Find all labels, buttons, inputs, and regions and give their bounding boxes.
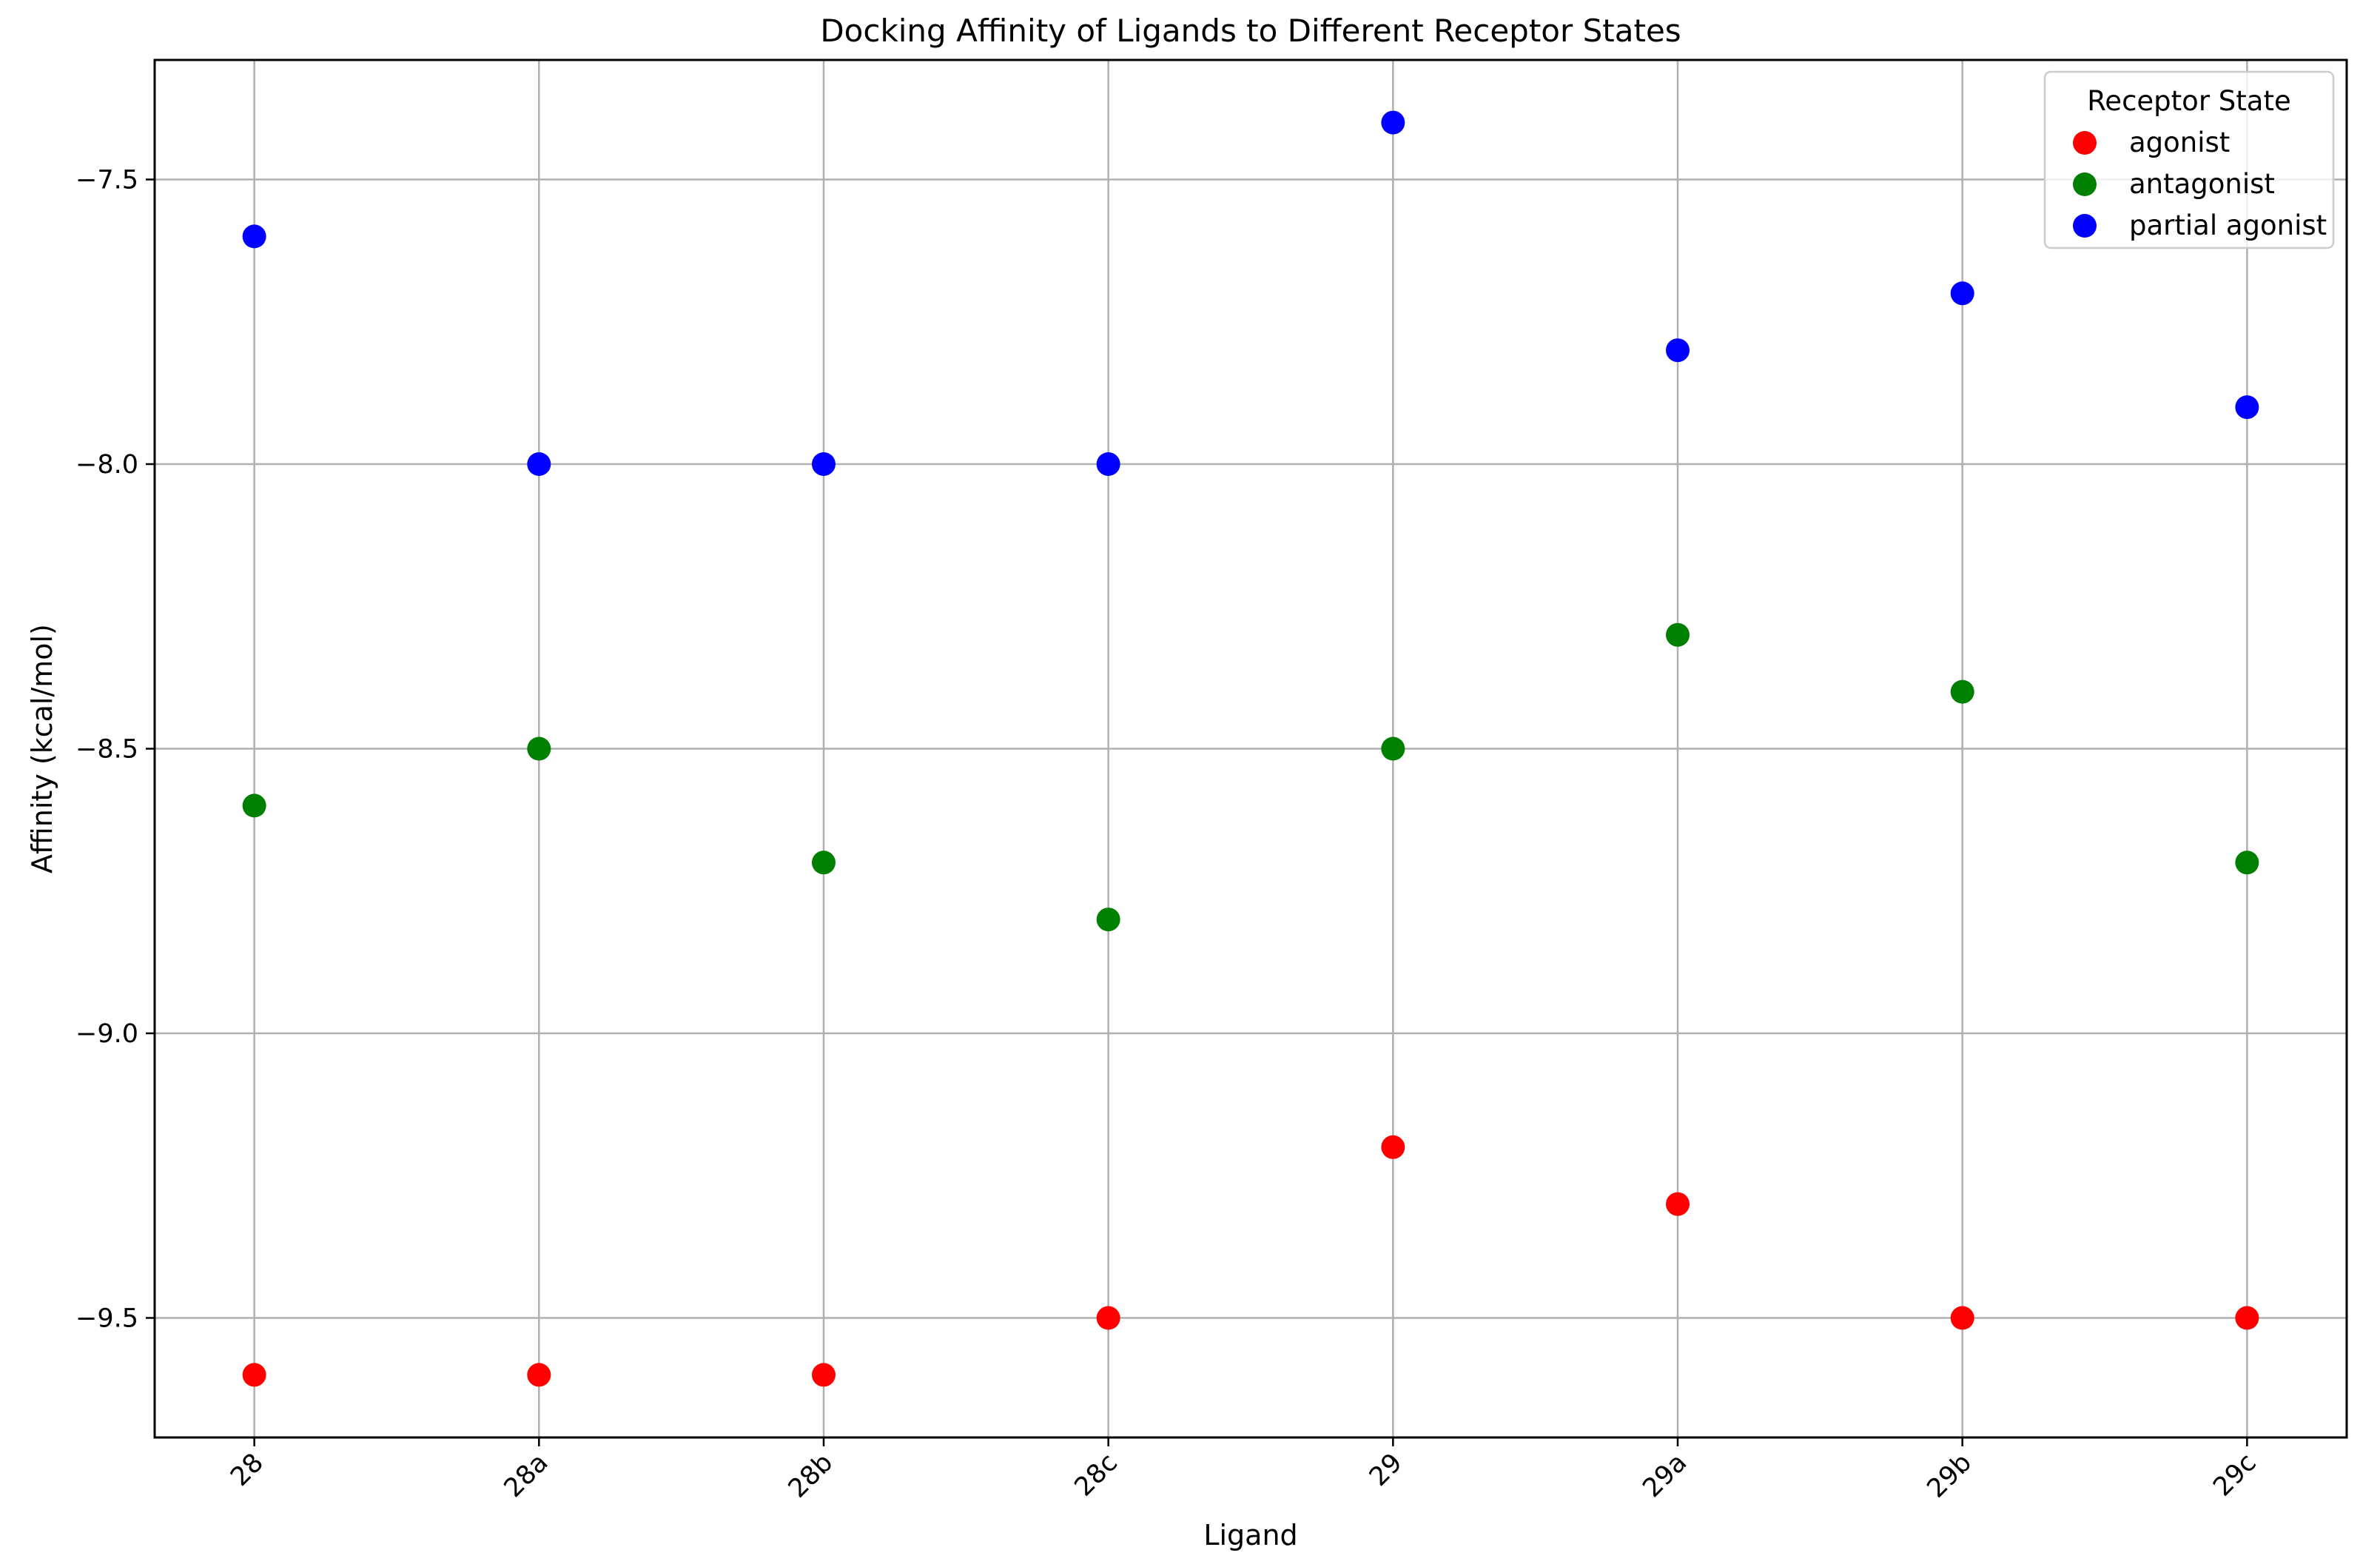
legend-label: antagonist [2129, 168, 2275, 200]
data-point-antagonist [2235, 850, 2259, 875]
legend-box [2043, 70, 2335, 249]
data-point-antagonist [1666, 623, 1690, 647]
y-tick-label: −8.5 [75, 735, 138, 765]
data-point-partial-agonist [1666, 338, 1690, 363]
data-point-partial-agonist [1381, 110, 1405, 135]
data-point-partial-agonist [811, 452, 836, 476]
data-point-agonist [527, 1363, 551, 1387]
data-point-partial-agonist [2235, 395, 2259, 420]
data-point-partial-agonist [242, 224, 266, 249]
data-point-agonist [811, 1363, 836, 1387]
chart-title: Docking Affinity of Ligands to Different… [820, 13, 1681, 49]
legend-title: Receptor State [2087, 85, 2290, 117]
data-point-antagonist [527, 736, 551, 761]
y-axis-label: Affinity (kcal/mol) [26, 624, 58, 873]
data-point-agonist [1096, 1306, 1120, 1330]
data-point-antagonist [242, 793, 266, 818]
data-point-agonist [1666, 1192, 1690, 1216]
legend-label: agonist [2129, 127, 2230, 158]
data-point-antagonist [811, 850, 836, 875]
data-point-antagonist [1950, 680, 1974, 704]
x-axis-label: Ligand [1203, 1519, 1297, 1551]
data-point-agonist [2235, 1306, 2259, 1330]
data-point-agonist [1950, 1306, 1974, 1330]
data-point-partial-agonist [1950, 281, 1974, 306]
legend-entries: agonist antagonist partial agonist [2073, 127, 2327, 241]
data-point-partial-agonist [1096, 452, 1120, 476]
legend-marker [2073, 131, 2097, 155]
y-tick-label: −9.5 [75, 1304, 138, 1334]
points-layer [242, 110, 2259, 1387]
y-tick-label: −7.5 [75, 165, 138, 195]
data-point-antagonist [1381, 736, 1405, 761]
legend-marker [2073, 172, 2097, 196]
data-point-agonist [1381, 1135, 1405, 1159]
legend: Receptor State agonist antagonist partial … [2043, 70, 2335, 249]
legend-label: partial agonist [2129, 209, 2327, 241]
y-tick-label: −9.0 [75, 1019, 138, 1049]
data-point-antagonist [1096, 907, 1120, 932]
data-point-agonist [242, 1363, 266, 1387]
legend-marker [2073, 214, 2097, 238]
data-point-partial-agonist [527, 452, 551, 476]
y-tick-label: −8.0 [75, 450, 138, 480]
